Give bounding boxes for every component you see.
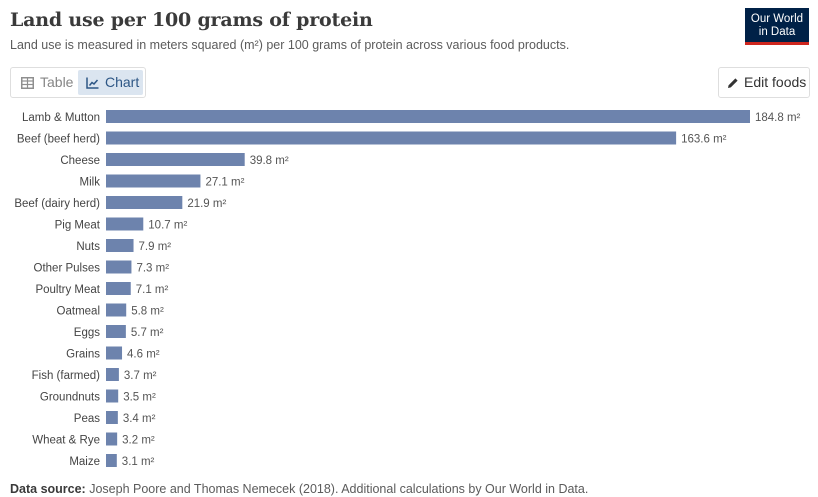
- line-chart-icon: [86, 77, 99, 89]
- bar-grains[interactable]: [106, 346, 123, 360]
- bar-maize[interactable]: [106, 454, 117, 467]
- bar-beef-dairy-herd[interactable]: [106, 196, 183, 209]
- category-label-poultry-meat: Poultry Meat: [35, 284, 100, 296]
- category-label-maize: Maize: [69, 456, 100, 468]
- category-label-cheese: Cheese: [60, 155, 100, 167]
- category-label-beef-beef-herd: Beef (beef herd): [17, 134, 100, 146]
- category-label-wheat-rye: Wheat & Rye: [32, 435, 100, 447]
- bar-wheat-rye[interactable]: [106, 432, 118, 446]
- chart-title: Land use per 100 grams of protein: [10, 9, 373, 31]
- chart-subtitle: Land use is measured in meters squared (…: [10, 38, 570, 52]
- bar-fish-farmed[interactable]: [106, 368, 119, 381]
- category-label-nuts: Nuts: [76, 241, 100, 253]
- value-label-beef-dairy-herd: 21.9 m²: [187, 198, 226, 210]
- category-label-other-pulses: Other Pulses: [34, 263, 101, 275]
- category-label-oatmeal: Oatmeal: [57, 306, 100, 318]
- value-label-groundnuts: 3.5 m²: [123, 392, 156, 404]
- category-label-fish-farmed: Fish (farmed): [32, 370, 101, 382]
- value-label-lamb-mutton: 184.8 m²: [755, 112, 801, 124]
- tab-chart[interactable]: Chart: [78, 70, 143, 95]
- value-label-maize: 3.1 m²: [122, 456, 155, 468]
- category-label-groundnuts: Groundnuts: [40, 392, 100, 404]
- value-label-pig-meat: 10.7 m²: [148, 220, 187, 232]
- logo-line-1: Our World: [750, 13, 804, 25]
- bar-milk[interactable]: [106, 174, 201, 188]
- value-label-beef-beef-herd: 163.6 m²: [681, 134, 727, 146]
- tab-table[interactable]: Table: [13, 70, 77, 95]
- bar-nuts[interactable]: [106, 239, 134, 252]
- value-label-cheese: 39.8 m²: [250, 155, 289, 167]
- value-label-milk: 27.1 m²: [205, 177, 244, 189]
- category-label-eggs: Eggs: [74, 327, 100, 339]
- category-label-beef-dairy-herd: Beef (dairy herd): [14, 198, 100, 210]
- bar-other-pulses[interactable]: [106, 260, 132, 274]
- owid-logo[interactable]: Our World in Data: [745, 8, 809, 45]
- value-label-other-pulses: 7.3 m²: [136, 263, 169, 275]
- bar-eggs[interactable]: [106, 325, 126, 338]
- value-label-fish-farmed: 3.7 m²: [124, 370, 157, 382]
- bar-cheese[interactable]: [106, 153, 245, 166]
- pencil-icon: [728, 78, 738, 88]
- edit-foods-label: Edit foods: [744, 74, 807, 90]
- value-label-eggs: 5.7 m²: [131, 327, 164, 339]
- category-label-grains: Grains: [66, 349, 100, 361]
- view-tabs: Table Chart: [10, 67, 146, 98]
- value-label-grains: 4.6 m²: [127, 349, 160, 361]
- data-source-text: Joseph Poore and Thomas Nemecek (2018). …: [89, 482, 589, 496]
- data-source-note: Data source: Joseph Poore and Thomas Nem…: [10, 482, 588, 496]
- bar-lamb-mutton[interactable]: [106, 110, 750, 123]
- category-label-lamb-mutton: Lamb & Mutton: [22, 112, 100, 124]
- bar-poultry-meat[interactable]: [106, 282, 131, 295]
- category-label-milk: Milk: [80, 177, 101, 189]
- edit-foods-button[interactable]: Edit foods: [718, 67, 810, 98]
- table-icon: [21, 77, 34, 89]
- bar-oatmeal[interactable]: [106, 303, 127, 317]
- category-label-peas: Peas: [74, 413, 100, 425]
- tab-chart-label: Chart: [105, 74, 140, 90]
- tab-table-label: Table: [40, 74, 74, 90]
- value-label-oatmeal: 5.8 m²: [131, 306, 164, 318]
- bar-beef-beef-herd[interactable]: [106, 131, 677, 145]
- bar-peas[interactable]: [106, 411, 118, 424]
- value-label-wheat-rye: 3.2 m²: [122, 435, 155, 447]
- logo-stripe: [745, 42, 809, 45]
- bar-pig-meat[interactable]: [106, 217, 144, 231]
- value-label-nuts: 7.9 m²: [139, 241, 172, 253]
- category-label-pig-meat: Pig Meat: [55, 220, 101, 232]
- logo-line-2: in Data: [758, 26, 796, 38]
- value-label-poultry-meat: 7.1 m²: [136, 284, 169, 296]
- bar-groundnuts[interactable]: [106, 389, 119, 403]
- data-source-label: Data source:: [10, 482, 86, 496]
- bar-chart: Lamb & Mutton 184.8 m² Beef (beef herd) 163…: [14, 110, 801, 468]
- value-label-peas: 3.4 m²: [123, 413, 156, 425]
